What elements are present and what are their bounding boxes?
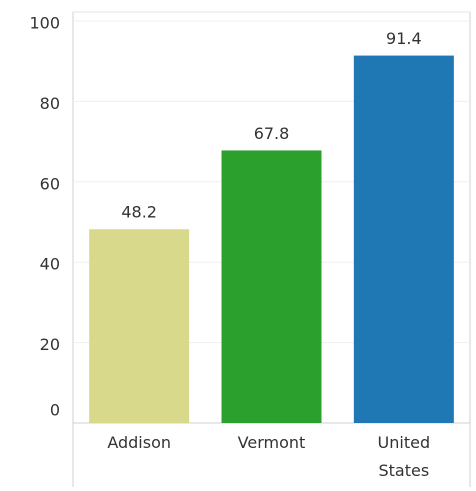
bar xyxy=(221,150,322,423)
x-tick-label: Addison xyxy=(107,433,171,452)
y-tick-label: 100 xyxy=(29,14,60,33)
value-label: 67.8 xyxy=(254,124,290,143)
x-tick-label: Vermont xyxy=(237,433,306,452)
x-tick-label-box: Addison xyxy=(107,433,171,452)
x-tick-label-box: United States xyxy=(377,433,431,480)
y-tick-label: 40 xyxy=(40,255,60,274)
x-tick-label: United States xyxy=(377,433,431,480)
y-tick-label: 60 xyxy=(40,174,60,193)
x-tick-label-box: Vermont xyxy=(237,433,306,452)
value-label: 91.4 xyxy=(386,29,422,48)
y-tick-label: 80 xyxy=(40,94,60,113)
bar xyxy=(89,229,190,423)
y-tick-label: 0 xyxy=(50,401,60,420)
value-label: 48.2 xyxy=(121,203,157,222)
y-tick-label: 20 xyxy=(40,335,60,354)
bar xyxy=(353,55,454,424)
